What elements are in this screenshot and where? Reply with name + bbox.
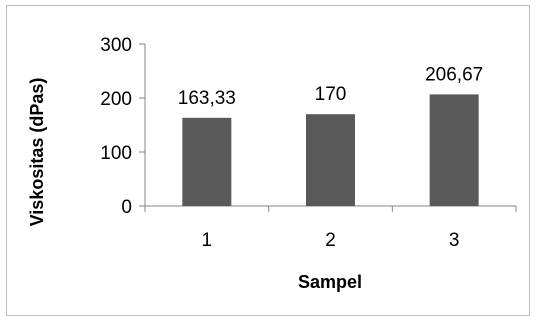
bar-sampel-3 (429, 94, 479, 206)
data-label: 170 (315, 84, 347, 105)
y-axis-title: Viskositas (dPas) (27, 78, 47, 227)
x-tick-label: 1 (202, 230, 213, 251)
y-tick-label: 100 (100, 143, 132, 164)
x-axis-title: Sampel (298, 272, 362, 292)
bar-sampel-1 (182, 117, 232, 206)
y-tick-label: 300 (100, 35, 132, 56)
y-tick-label: 200 (100, 89, 132, 110)
bar-sampel-2 (306, 114, 355, 206)
data-label: 163,33 (178, 88, 236, 109)
y-tick-label: 0 (121, 197, 132, 218)
data-label: 206,67 (425, 64, 483, 85)
x-tick-label: 3 (449, 230, 460, 251)
x-tick-label: 2 (325, 230, 336, 251)
